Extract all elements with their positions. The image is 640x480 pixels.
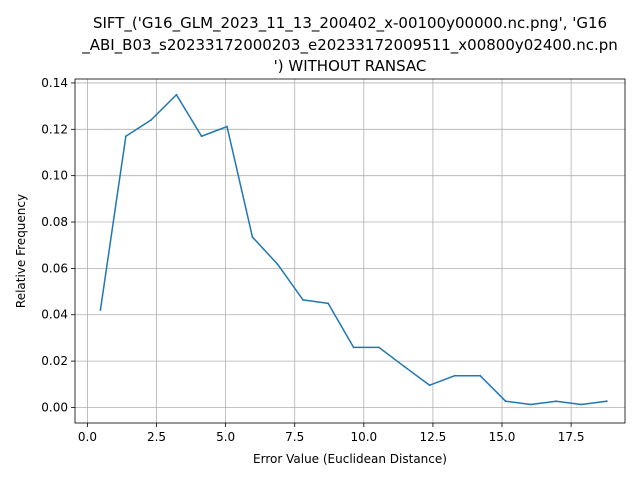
x-tick-label-0: 0.0 xyxy=(78,430,97,444)
x-tick-label-4: 10.0 xyxy=(350,430,377,444)
y-tick-label-7: 0.14 xyxy=(41,76,68,90)
grid-lines xyxy=(75,79,625,423)
data-point-7 xyxy=(276,263,279,266)
y-axis-label: Relative Frequency xyxy=(14,194,28,308)
data-point-5 xyxy=(226,125,228,128)
data-point-18 xyxy=(555,400,558,403)
chart-title-line-3: ') WITHOUT RANSAC xyxy=(274,57,427,75)
y-tick-label-6: 0.12 xyxy=(41,122,68,136)
data-point-8 xyxy=(302,299,304,301)
data-point-15 xyxy=(479,374,482,377)
data-point-2 xyxy=(150,119,152,121)
plot-frame xyxy=(74,78,626,424)
data-point-0 xyxy=(99,308,102,311)
y-tick-label-1: 0.02 xyxy=(41,354,68,368)
series-layer xyxy=(99,93,608,406)
data-point-19 xyxy=(580,403,583,406)
x-tick-label-3: 7.5 xyxy=(285,430,304,444)
data-point-9 xyxy=(327,302,330,305)
y-tick-label-2: 0.04 xyxy=(41,308,68,322)
data-point-3 xyxy=(175,93,178,96)
data-point-20 xyxy=(605,400,608,403)
x-tick-label-2: 5.0 xyxy=(216,430,235,444)
y-tick-label-0: 0.00 xyxy=(41,400,68,414)
data-point-12 xyxy=(403,365,406,368)
chart-title-line-1: SIFT_('G16_GLM_2023_11_13_200402_x-00100… xyxy=(93,14,607,33)
data-point-14 xyxy=(453,374,456,377)
plot-area xyxy=(75,79,625,423)
x-tick-label-1: 2.5 xyxy=(147,430,166,444)
x-tick-label-7: 17.5 xyxy=(558,430,585,444)
axis-ticks: 0.0 2.5 5.0 7.5 10.0 12.5 15.0 17.5 0.00 0.02 0.04… xyxy=(41,76,584,444)
y-tick-label-3: 0.06 xyxy=(41,261,68,275)
data-point-1 xyxy=(124,135,127,138)
x-axis-label: Error Value (Euclidean Distance) xyxy=(253,452,447,466)
y-tick-label-4: 0.08 xyxy=(41,215,68,229)
chart-title: SIFT_('G16_GLM_2023_11_13_200402_x-00100… xyxy=(81,14,618,75)
data-point-10 xyxy=(352,346,355,349)
chart-title-line-2: _ABI_B03_s20233172000203_e20233172009511… xyxy=(81,36,618,55)
data-point-4 xyxy=(200,135,203,138)
data-point-16 xyxy=(504,400,507,403)
y-tick-label-5: 0.10 xyxy=(41,169,68,183)
x-tick-label-5: 12.5 xyxy=(420,430,447,444)
data-point-11 xyxy=(378,346,380,349)
data-point-13 xyxy=(428,384,431,387)
data-point-6 xyxy=(251,236,254,238)
data-point-17 xyxy=(529,403,532,406)
x-tick-label-6: 15.0 xyxy=(489,430,516,444)
